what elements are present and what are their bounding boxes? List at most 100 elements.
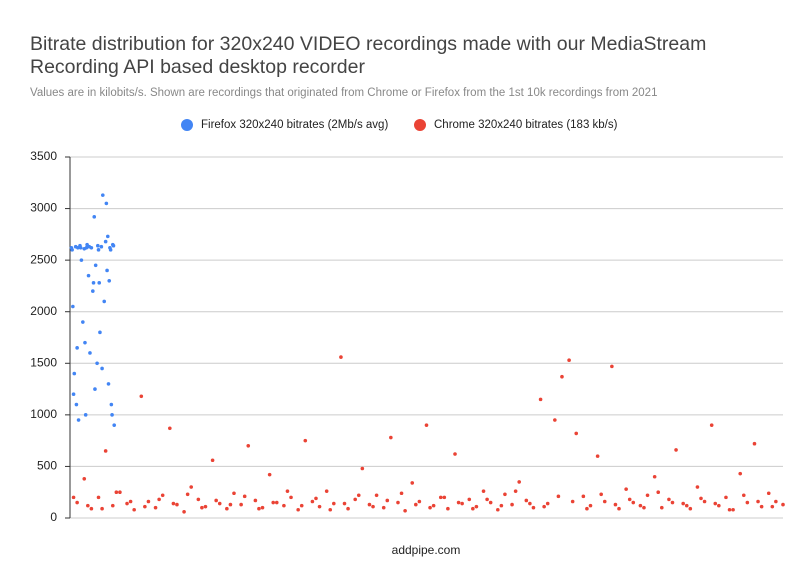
- data-point: [100, 506, 104, 511]
- data-point: [71, 495, 76, 500]
- data-point: [93, 387, 97, 391]
- data-point: [471, 506, 475, 511]
- data-point: [274, 500, 279, 505]
- data-point: [645, 493, 650, 498]
- data-point: [100, 193, 105, 197]
- data-point: [168, 426, 172, 431]
- y-tick-label: 0: [50, 510, 57, 524]
- data-point: [545, 501, 550, 506]
- data-point: [659, 505, 664, 510]
- data-point: [82, 477, 87, 481]
- data-point: [438, 495, 443, 500]
- data-point: [210, 458, 215, 463]
- data-point: [105, 234, 110, 239]
- data-point: [76, 418, 81, 422]
- data-point: [83, 340, 87, 345]
- data-point: [246, 444, 251, 448]
- data-point: [741, 493, 746, 498]
- data-point: [182, 510, 186, 514]
- data-point: [681, 501, 685, 506]
- y-tick-label: 2500: [30, 252, 57, 266]
- data-point: [118, 490, 122, 495]
- data-point: [446, 506, 450, 511]
- y-tick-label: 1000: [30, 407, 57, 421]
- data-point: [617, 506, 621, 511]
- data-point: [442, 495, 447, 500]
- data-point: [367, 502, 372, 507]
- data-point: [574, 431, 579, 436]
- data-point: [599, 492, 603, 497]
- data-point: [624, 487, 628, 491]
- data-point: [310, 499, 315, 504]
- data-point: [89, 506, 94, 511]
- data-point: [128, 499, 133, 504]
- data-point: [503, 492, 507, 497]
- data-point: [627, 497, 632, 502]
- legend-marker: [414, 119, 426, 131]
- data-point: [76, 245, 80, 250]
- data-point: [84, 245, 89, 250]
- data-point: [92, 215, 97, 219]
- data-point: [766, 491, 771, 496]
- data-point: [399, 491, 404, 496]
- data-point: [72, 371, 77, 376]
- data-point: [110, 503, 115, 508]
- data-point: [513, 489, 518, 493]
- data-point: [78, 245, 83, 250]
- data-point: [75, 346, 79, 350]
- data-point: [200, 505, 204, 510]
- data-point: [745, 500, 750, 505]
- grid: 0 500 1000 1500 2000 2500 3000 3500: [30, 149, 783, 524]
- data-point: [488, 500, 493, 505]
- data-point: [642, 505, 646, 510]
- data-point: [585, 506, 589, 511]
- data-point: [146, 499, 151, 504]
- legend-label: Firefox 320x240 bitrates (2Mb/s avg): [201, 119, 388, 131]
- data-point: [588, 503, 593, 508]
- data-point: [106, 382, 111, 386]
- data-point: [556, 494, 561, 499]
- data-point: [185, 492, 190, 497]
- x-axis-title: addpipe.com: [392, 543, 461, 557]
- legend-label: Chrome 320x240 bitrates (183 kb/s): [434, 119, 618, 131]
- data-point: [86, 273, 91, 278]
- data-point: [524, 498, 529, 503]
- data-point: [97, 281, 102, 285]
- data-point: [474, 504, 479, 509]
- data-point: [139, 394, 144, 399]
- data-point: [242, 494, 247, 499]
- legend-marker: [181, 119, 193, 131]
- data-point: [702, 499, 707, 504]
- data-point: [125, 501, 129, 506]
- data-point: [103, 239, 108, 244]
- data-point: [98, 330, 102, 335]
- data-point: [103, 449, 108, 453]
- data-point: [346, 506, 350, 511]
- data-point: [91, 289, 95, 293]
- data-point: [239, 502, 243, 507]
- data-point: [100, 366, 104, 371]
- data-point: [389, 435, 393, 440]
- data-point: [567, 358, 571, 362]
- data-point: [756, 499, 760, 504]
- data-point: [456, 500, 461, 505]
- data-point: [81, 320, 85, 324]
- data-point: [83, 413, 88, 417]
- data-point: [417, 499, 422, 504]
- data-point: [602, 499, 607, 504]
- data-point: [453, 452, 457, 456]
- data-point: [695, 485, 700, 489]
- data-point: [71, 304, 75, 309]
- data-point: [102, 299, 107, 304]
- data-point: [717, 503, 721, 508]
- data-point: [96, 243, 100, 248]
- data-point: [71, 392, 76, 397]
- y-tick-label: 500: [37, 459, 57, 473]
- data-point: [228, 502, 233, 507]
- data-point: [396, 500, 400, 505]
- data-point: [107, 278, 112, 283]
- data-point: [196, 497, 201, 502]
- data-point: [553, 418, 557, 422]
- data-point: [70, 248, 74, 252]
- data-point: [709, 423, 714, 427]
